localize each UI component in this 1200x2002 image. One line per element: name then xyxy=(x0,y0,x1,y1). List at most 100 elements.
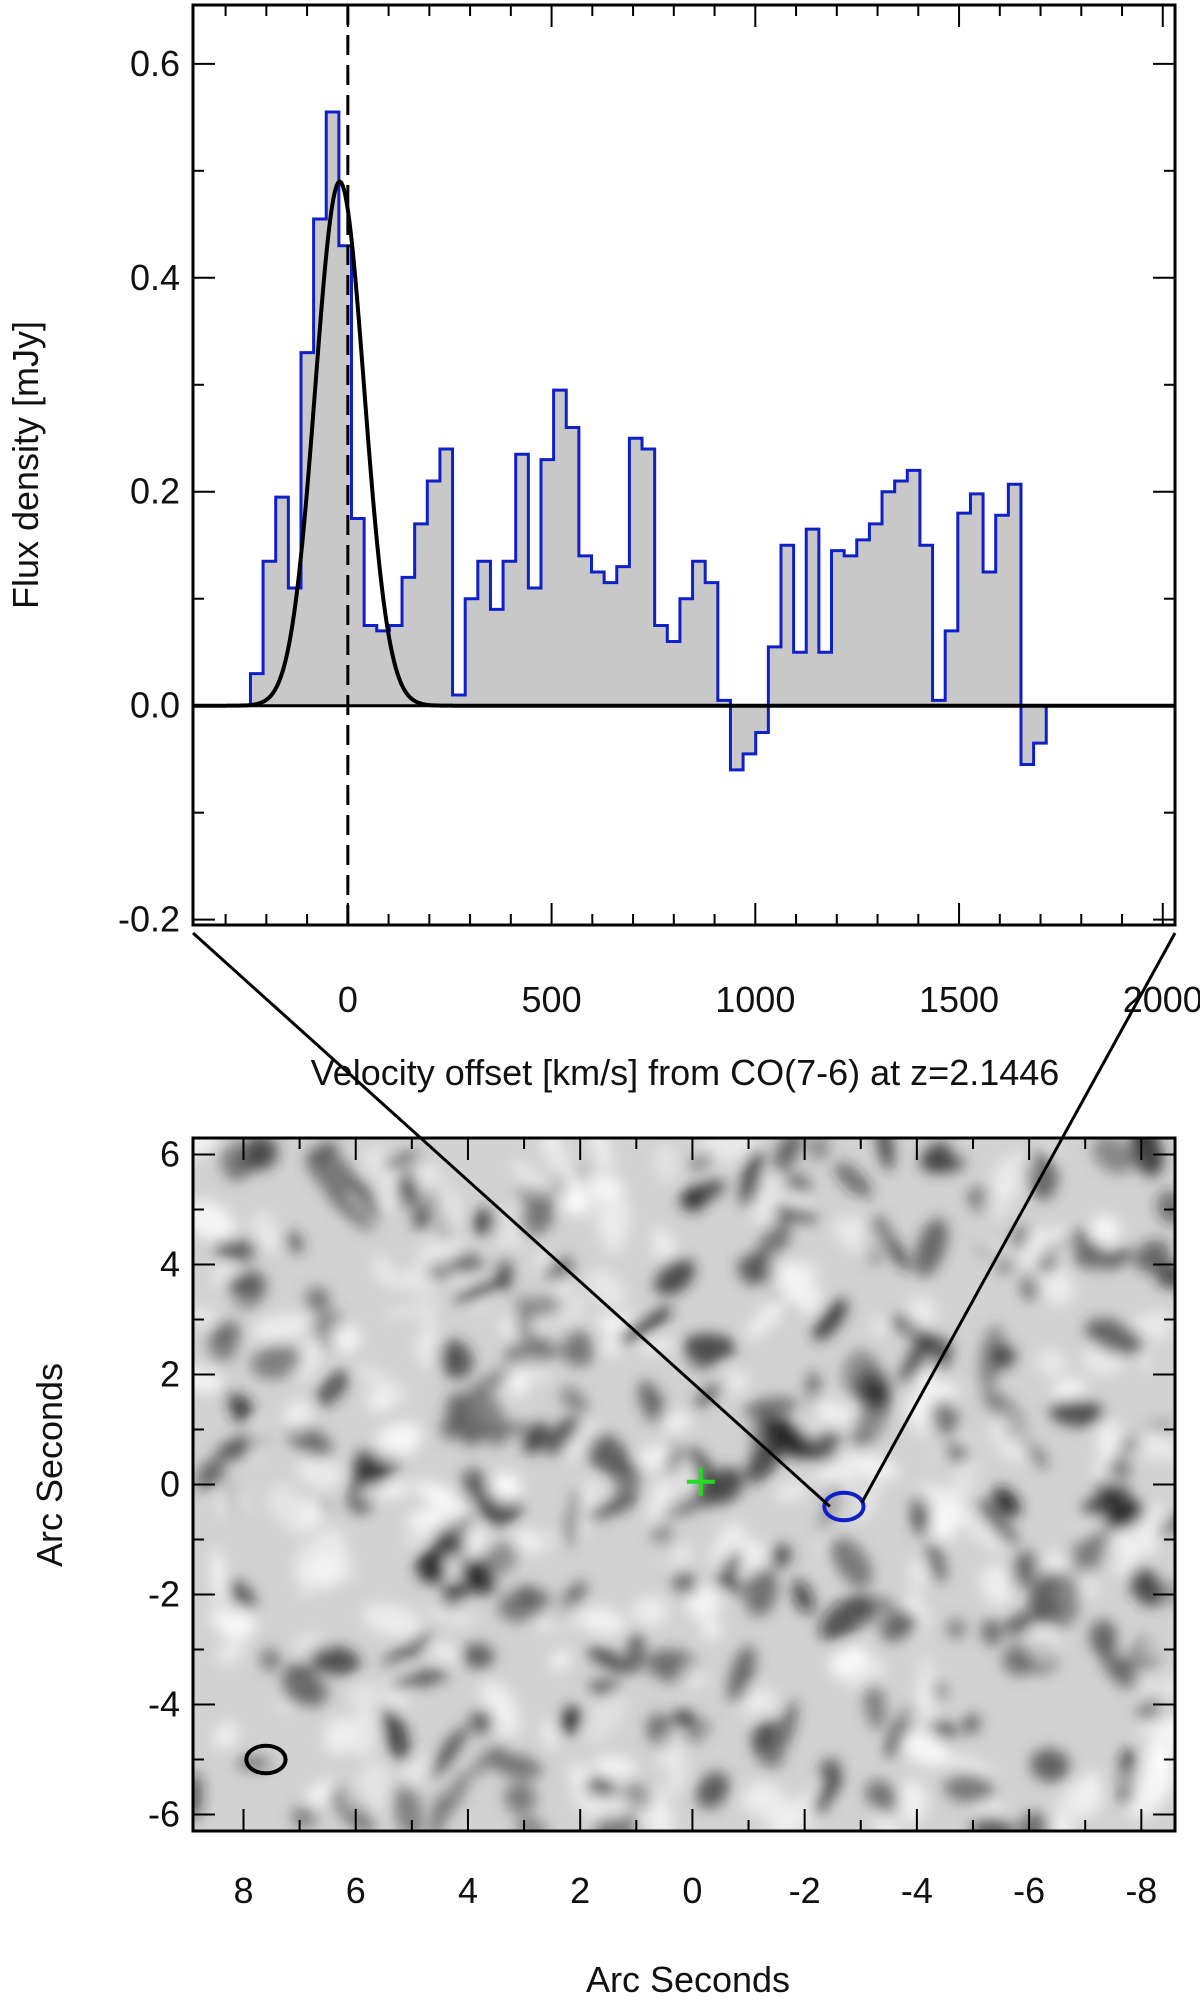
map-y-tick-label: -2 xyxy=(148,1574,180,1615)
noise-light-blob xyxy=(426,1181,464,1233)
noise-dark-blob xyxy=(526,1294,562,1318)
noise-light-blob xyxy=(658,1411,691,1432)
noise-light-blob xyxy=(602,1234,626,1256)
map-x-tick-label: 0 xyxy=(682,1870,702,1911)
noise-light-blob xyxy=(513,1528,544,1554)
noise-dark-blob xyxy=(814,1770,842,1817)
noise-light-blob xyxy=(356,1760,389,1819)
noise-dark-blob xyxy=(560,1386,588,1414)
noise-dark-blob xyxy=(899,1329,935,1385)
noise-light-blob xyxy=(592,1755,636,1780)
noise-dark-blob xyxy=(946,1618,967,1639)
noise-light-blob xyxy=(829,1651,885,1688)
noise-dark-blob xyxy=(926,1542,947,1583)
noise-light-blob xyxy=(490,1472,522,1503)
noise-dark-blob xyxy=(218,1141,251,1173)
noise-light-blob xyxy=(555,1292,587,1345)
noise-dark-blob xyxy=(920,1154,965,1174)
noise-dark-blob xyxy=(1049,1399,1106,1427)
noise-light-blob xyxy=(1139,1533,1156,1557)
noise-dark-blob xyxy=(740,1149,764,1208)
noise-light-blob xyxy=(635,1444,670,1472)
map-x-axis-title: Arc Seconds xyxy=(586,1959,790,2000)
noise-light-blob xyxy=(652,1540,694,1565)
noise-dark-blob xyxy=(842,1349,878,1397)
noise-light-blob xyxy=(1137,1716,1175,1737)
noise-light-blob xyxy=(632,1596,669,1627)
map-y-axis-title: Arc Seconds xyxy=(29,1363,70,1567)
y-tick-label: 0.2 xyxy=(130,471,180,512)
spectrum-step xyxy=(248,110,1048,772)
noise-dark-blob xyxy=(715,1551,743,1589)
noise-dark-blob xyxy=(440,1580,467,1610)
noise-light-blob xyxy=(929,1507,957,1541)
noise-light-blob xyxy=(807,1398,862,1427)
noise-dark-blob xyxy=(1099,1248,1134,1270)
noise-dark-blob xyxy=(945,1441,969,1464)
spectrum-area xyxy=(250,111,1047,770)
noise-light-blob xyxy=(990,1413,1030,1462)
noise-light-blob xyxy=(297,1453,342,1490)
noise-dark-blob xyxy=(383,1151,421,1171)
noise-light-blob xyxy=(991,1152,1035,1195)
noise-light-blob xyxy=(223,1608,256,1642)
noise-light-blob xyxy=(1048,1226,1075,1256)
map-y-tick-label: 4 xyxy=(160,1244,180,1285)
noise-dark-blob xyxy=(241,1138,279,1170)
noise-dark-blob xyxy=(490,1752,543,1779)
reference-lines xyxy=(193,5,1175,925)
noise-light-blob xyxy=(1025,1630,1060,1665)
noise-dark-blob xyxy=(460,1557,493,1596)
noise-light-blob xyxy=(366,1390,395,1412)
x-tick-label: 1500 xyxy=(919,979,999,1020)
noise-light-blob xyxy=(301,1334,322,1374)
map-x-tick-label: -2 xyxy=(789,1870,821,1911)
noise-dark-blob xyxy=(504,1781,537,1814)
noise-dark-blob xyxy=(914,1217,948,1277)
noise-light-blob xyxy=(578,1607,626,1635)
noise-light-blob xyxy=(717,1369,748,1393)
spectrum-step-line xyxy=(248,110,1048,772)
noise-light-blob xyxy=(951,1459,982,1477)
noise-dark-blob xyxy=(305,1287,330,1311)
noise-dark-blob xyxy=(857,1605,879,1623)
noise-light-blob xyxy=(331,1324,361,1353)
spectrum-fill xyxy=(250,111,1047,770)
noise-light-blob xyxy=(1146,1428,1175,1463)
noise-light-blob xyxy=(654,1142,678,1184)
noise-light-blob xyxy=(347,1683,381,1710)
noise-dark-blob xyxy=(618,1306,672,1344)
noise-dark-blob xyxy=(461,1643,495,1669)
noise-dark-blob xyxy=(498,1587,551,1622)
noise-dark-blob xyxy=(743,1397,799,1418)
noise-light-blob xyxy=(874,1805,899,1831)
noise-light-blob xyxy=(701,1619,721,1640)
noise-light-blob xyxy=(682,1665,706,1688)
noise-light-blob xyxy=(561,1188,590,1214)
noise-light-blob xyxy=(736,1687,778,1716)
map-y-tick-label: -4 xyxy=(148,1684,180,1725)
noise-dark-blob xyxy=(195,1458,226,1490)
noise-dark-blob xyxy=(681,1718,711,1746)
noise-dark-blob xyxy=(1107,1454,1134,1480)
noise-light-blob xyxy=(1119,1765,1159,1794)
map-y-tick-label: 6 xyxy=(160,1134,180,1175)
noise-light-blob xyxy=(543,1718,557,1750)
noise-dark-blob xyxy=(316,1370,350,1407)
noise-light-blob xyxy=(193,1306,218,1328)
noise-dark-blob xyxy=(225,1273,262,1297)
noise-dark-blob xyxy=(432,1532,466,1558)
noise-dark-blob xyxy=(1092,1138,1133,1175)
noise-light-blob xyxy=(1089,1216,1121,1244)
noise-dark-blob xyxy=(880,1229,910,1271)
noise-dark-blob xyxy=(1089,1618,1120,1655)
noise-dark-blob xyxy=(680,1186,707,1213)
noise-dark-blob xyxy=(776,1700,798,1753)
x-tick-label: 2000 xyxy=(1123,979,1200,1020)
noise-dark-blob xyxy=(638,1380,668,1428)
noise-light-blob xyxy=(906,1296,937,1329)
noise-light-blob xyxy=(1141,1635,1163,1659)
noise-light-blob xyxy=(657,1728,688,1770)
noise-light-blob xyxy=(1148,1763,1175,1793)
noise-dark-blob xyxy=(791,1579,815,1615)
